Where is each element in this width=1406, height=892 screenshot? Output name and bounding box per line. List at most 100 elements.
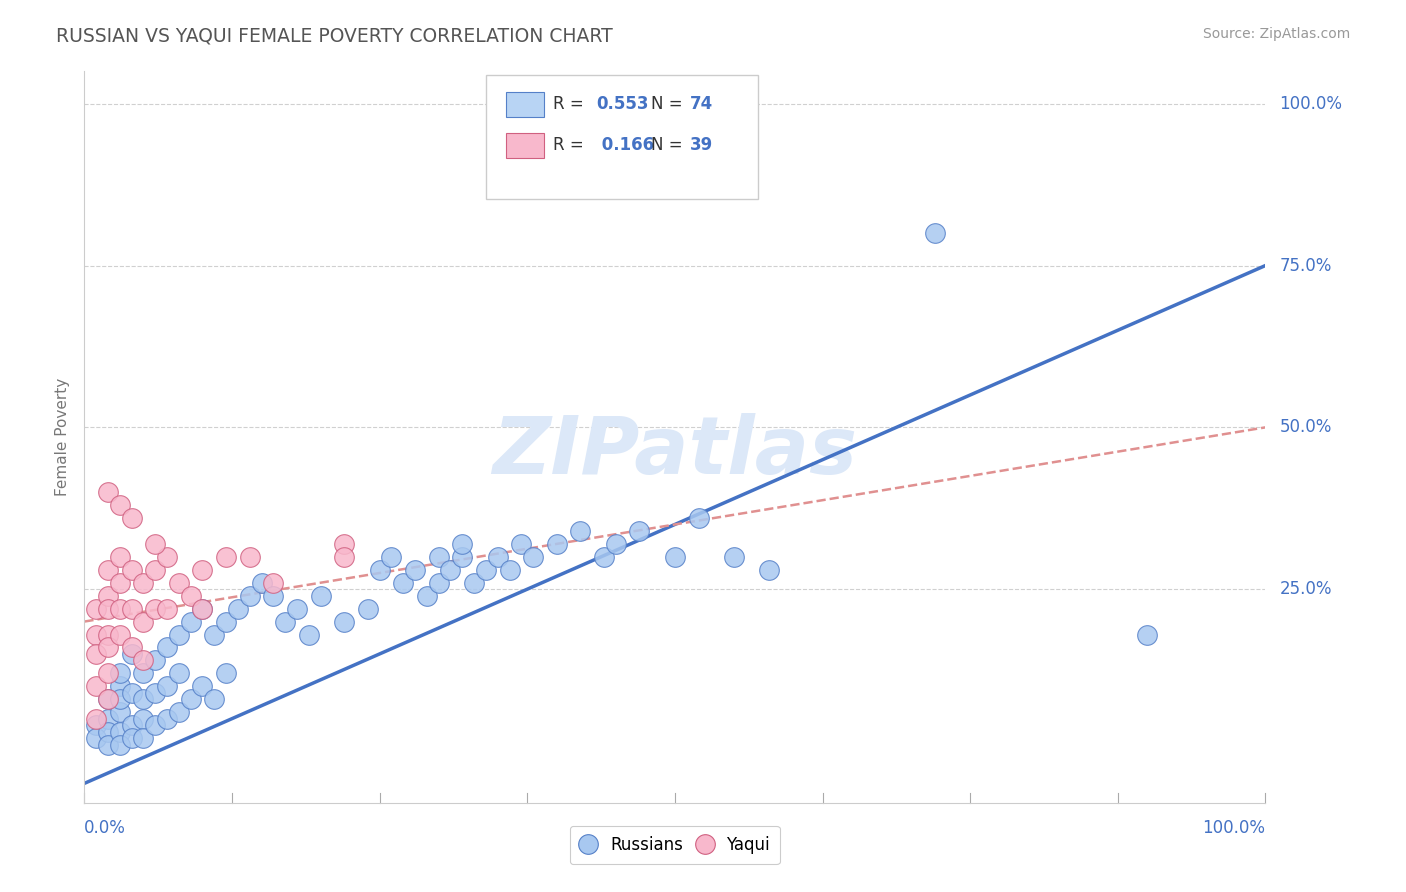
Point [226,601,249,615]
Point [333,549,356,564]
Point [108,627,131,641]
Point [143,718,166,732]
Point [167,575,190,590]
Point [569,524,592,538]
Point [97,692,120,706]
Point [132,575,155,590]
Point [84,627,107,641]
Text: 100.0%: 100.0% [1279,95,1343,112]
Point [498,563,520,577]
FancyBboxPatch shape [486,75,758,200]
Point [451,537,474,551]
Point [84,718,107,732]
Point [180,615,202,629]
Text: 0.166: 0.166 [596,136,654,153]
Point [97,601,120,615]
Point [132,653,155,667]
Point [121,686,143,700]
Point [84,731,107,745]
Point [132,692,155,706]
Point [84,712,107,726]
Point [108,724,131,739]
Point [333,537,356,551]
Legend: Russians, Yaqui: Russians, Yaqui [569,826,780,864]
Point [156,712,179,726]
Point [97,692,120,706]
Point [97,666,120,681]
Point [274,615,297,629]
Point [333,615,356,629]
Point [486,549,509,564]
Point [180,692,202,706]
Point [380,549,402,564]
Text: 25.0%: 25.0% [1279,580,1331,599]
Point [132,731,155,745]
Point [191,563,214,577]
Point [121,731,143,745]
Text: ZIPatlas: ZIPatlas [492,413,858,491]
Point [97,738,120,752]
Point [97,724,120,739]
Point [84,679,107,693]
Point [121,511,143,525]
Point [156,549,179,564]
Point [108,705,131,719]
Text: R =: R = [553,95,589,112]
Point [191,601,214,615]
Point [215,666,238,681]
Point [723,549,745,564]
Point [97,563,120,577]
Point [924,226,946,240]
Point [108,692,131,706]
Point [546,537,568,551]
Text: N =: N = [651,95,688,112]
Point [628,524,651,538]
Point [239,549,262,564]
Point [121,563,143,577]
Point [143,537,166,551]
Text: 0.553: 0.553 [596,95,648,112]
Point [108,666,131,681]
Point [285,601,308,615]
Point [427,575,450,590]
Point [239,589,262,603]
Point [664,549,686,564]
Point [121,640,143,655]
Point [156,679,179,693]
Point [97,589,120,603]
Point [97,485,120,500]
Point [262,589,284,603]
Point [156,640,179,655]
Point [97,640,120,655]
Point [143,601,166,615]
Text: 50.0%: 50.0% [1279,418,1331,436]
Point [368,563,391,577]
Text: 100.0%: 100.0% [1202,819,1265,837]
Point [191,601,214,615]
Point [108,575,131,590]
Point [108,679,131,693]
Point [605,537,627,551]
Point [143,653,166,667]
Point [84,647,107,661]
Point [167,705,190,719]
Point [167,666,190,681]
Point [463,575,485,590]
Point [132,615,155,629]
Point [156,601,179,615]
Point [84,601,107,615]
Text: N =: N = [651,136,688,153]
Point [510,537,533,551]
Point [215,615,238,629]
Point [97,627,120,641]
Point [451,549,474,564]
Point [132,666,155,681]
FancyBboxPatch shape [506,133,544,158]
Point [357,601,380,615]
Point [404,563,426,577]
Point [121,647,143,661]
Point [262,575,284,590]
Text: 74: 74 [690,95,713,112]
Point [121,718,143,732]
Point [108,549,131,564]
